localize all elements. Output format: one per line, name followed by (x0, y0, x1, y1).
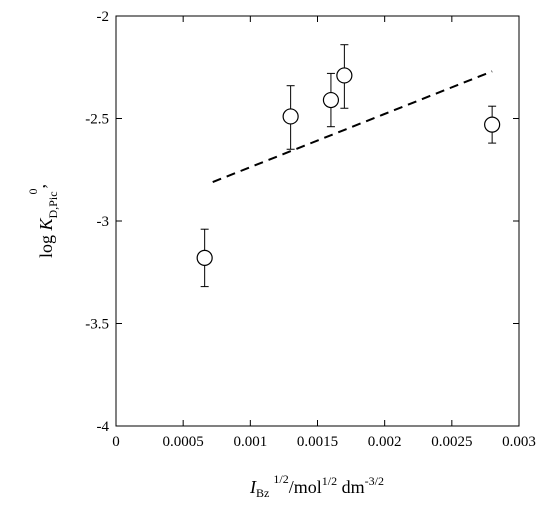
x-label-sup1: 1/2 (273, 472, 288, 486)
y-axis-label: log KD,Pic 0, (26, 184, 60, 258)
x-axis-tick-labels: 0 0.0005 0.001 0.0015 0.002 0.0025 0.003 (112, 434, 536, 450)
y-tick-label: -2 (97, 9, 110, 25)
x-label-mid2: dm (337, 477, 365, 497)
x-tick-label: 0.003 (502, 434, 536, 450)
y-label-italic: K (36, 218, 56, 232)
x-tick-label: 0.0005 (163, 434, 204, 450)
data-point (282, 108, 299, 125)
data-point (336, 67, 353, 84)
x-label-mid: /mol (289, 477, 322, 497)
x-label-sup2: 1/2 (322, 474, 337, 488)
x-label-sub: Bz (256, 486, 269, 500)
y-label-sub: D,Pic (46, 191, 60, 218)
y-label-main: log (36, 231, 56, 259)
x-tick-label: 0 (112, 434, 120, 450)
y-tick-label: -3 (97, 214, 110, 230)
y-tick-label: -2.5 (85, 112, 109, 128)
data-points (196, 44, 501, 288)
data-point (322, 91, 340, 109)
y-axis-ticks (116, 15, 519, 427)
data-point (196, 249, 213, 266)
x-tick-label: 0.001 (233, 434, 267, 450)
y-axis-tick-labels: -2 -2.5 -3 -3.5 -4 (85, 9, 109, 435)
y-label-comma: , (29, 184, 49, 189)
x-label-sup3: -3/2 (365, 474, 384, 488)
fit-line-group (212, 70, 493, 183)
x-tick-label: 0.0025 (431, 434, 472, 450)
plot-frame (115, 15, 520, 427)
x-axis-label: IBz 1/2/mol1/2 dm-3/2 (249, 472, 384, 500)
x-tick-label: 0.0015 (297, 434, 338, 450)
x-tick-label: 0.002 (368, 434, 402, 450)
dashed-fit-line (212, 70, 493, 183)
x-axis-ticks (115, 16, 520, 426)
y-tick-label: -3.5 (85, 317, 109, 333)
y-label-sup: 0 (26, 188, 40, 194)
data-point (484, 116, 501, 133)
x-label-main: I (249, 477, 257, 497)
y-tick-label: -4 (97, 419, 110, 435)
